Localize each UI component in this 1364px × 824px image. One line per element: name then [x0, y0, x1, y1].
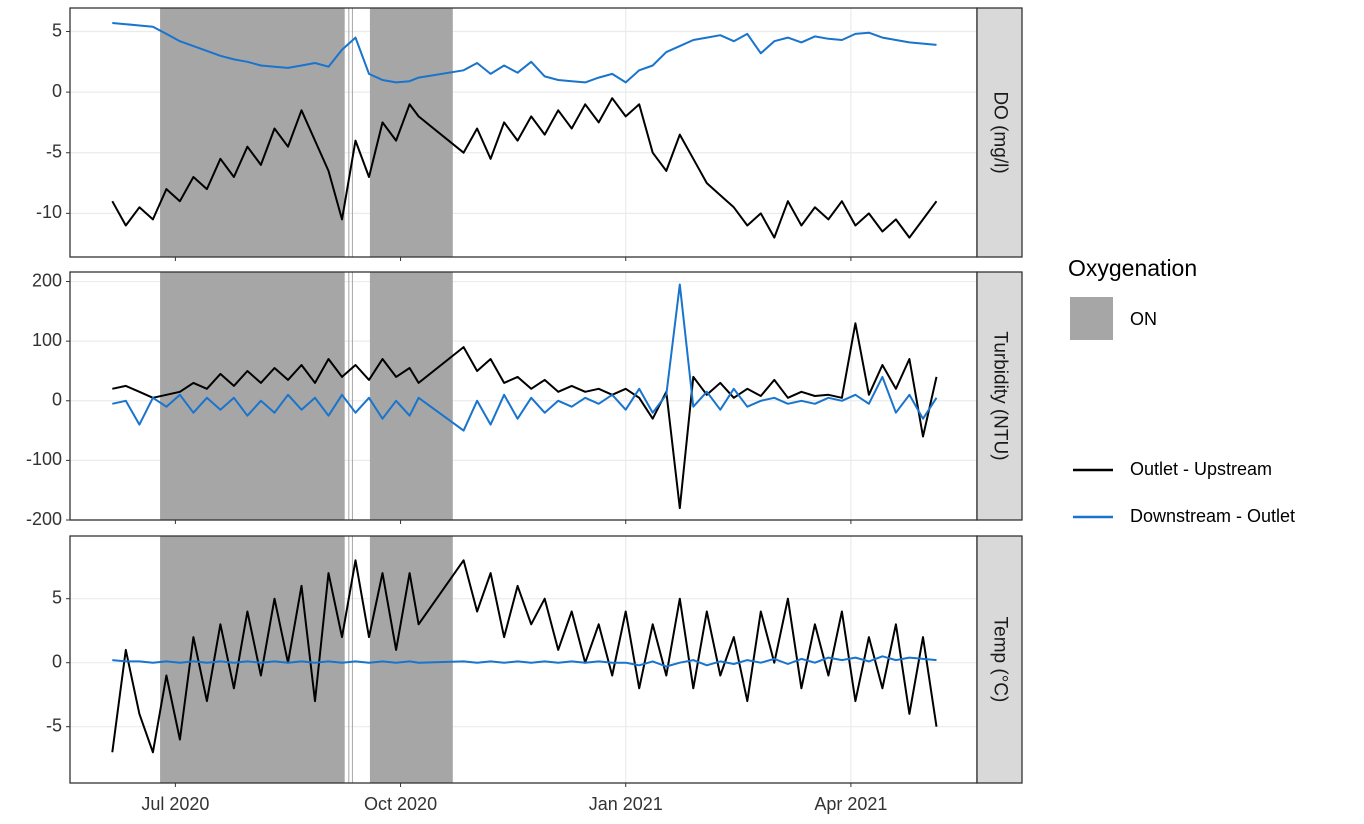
strip: [976, 535, 1023, 784]
legend-label: ON: [1130, 309, 1157, 329]
x-tick-label: Jul 2020: [141, 794, 209, 814]
facet-label: Temp (°C): [989, 617, 1010, 703]
y-tick-label: -100: [26, 449, 62, 469]
shaded-period: [348, 272, 350, 520]
shaded-period: [369, 8, 453, 257]
legend-key: [1070, 297, 1113, 340]
facet-label: Turbidity (NTU): [989, 331, 1010, 460]
shaded-period: [369, 272, 453, 520]
y-tick-label: 5: [52, 587, 62, 607]
shaded-period: [160, 8, 345, 257]
shaded-period: [351, 272, 353, 520]
legend-label: Downstream - Outlet: [1130, 506, 1295, 526]
facet-label: DO (mg/l): [989, 91, 1010, 173]
strip: [976, 271, 1023, 521]
y-tick-label: 5: [52, 20, 62, 40]
series-line: [111, 97, 938, 239]
y-tick-label: 100: [32, 330, 62, 350]
x-tick-label: Jan 2021: [589, 794, 663, 814]
y-tick-label: 200: [32, 270, 62, 290]
y-tick-label: -10: [36, 202, 62, 222]
series-line: [111, 559, 938, 754]
shaded-period: [160, 272, 345, 520]
shaded-period: [160, 536, 345, 783]
legend-label: Outlet - Upstream: [1130, 459, 1272, 479]
y-tick-label: 0: [52, 390, 62, 410]
series-line: [112, 655, 937, 668]
strip: [976, 7, 1023, 258]
series-line: [112, 283, 938, 432]
y-tick-label: -200: [26, 509, 62, 529]
shaded-period: [348, 536, 350, 783]
y-tick-label: 0: [52, 81, 62, 101]
y-tick-label: 0: [52, 651, 62, 671]
x-tick-label: Oct 2020: [364, 794, 437, 814]
x-tick-label: Apr 2021: [814, 794, 887, 814]
y-tick-label: -5: [46, 715, 62, 735]
legend-title: Oxygenation: [1068, 255, 1197, 281]
shaded-period: [351, 536, 353, 783]
shaded-period: [348, 8, 350, 257]
y-tick-label: -5: [46, 141, 62, 161]
shaded-period: [351, 8, 353, 257]
series-line: [112, 322, 938, 510]
series-line: [112, 22, 937, 84]
